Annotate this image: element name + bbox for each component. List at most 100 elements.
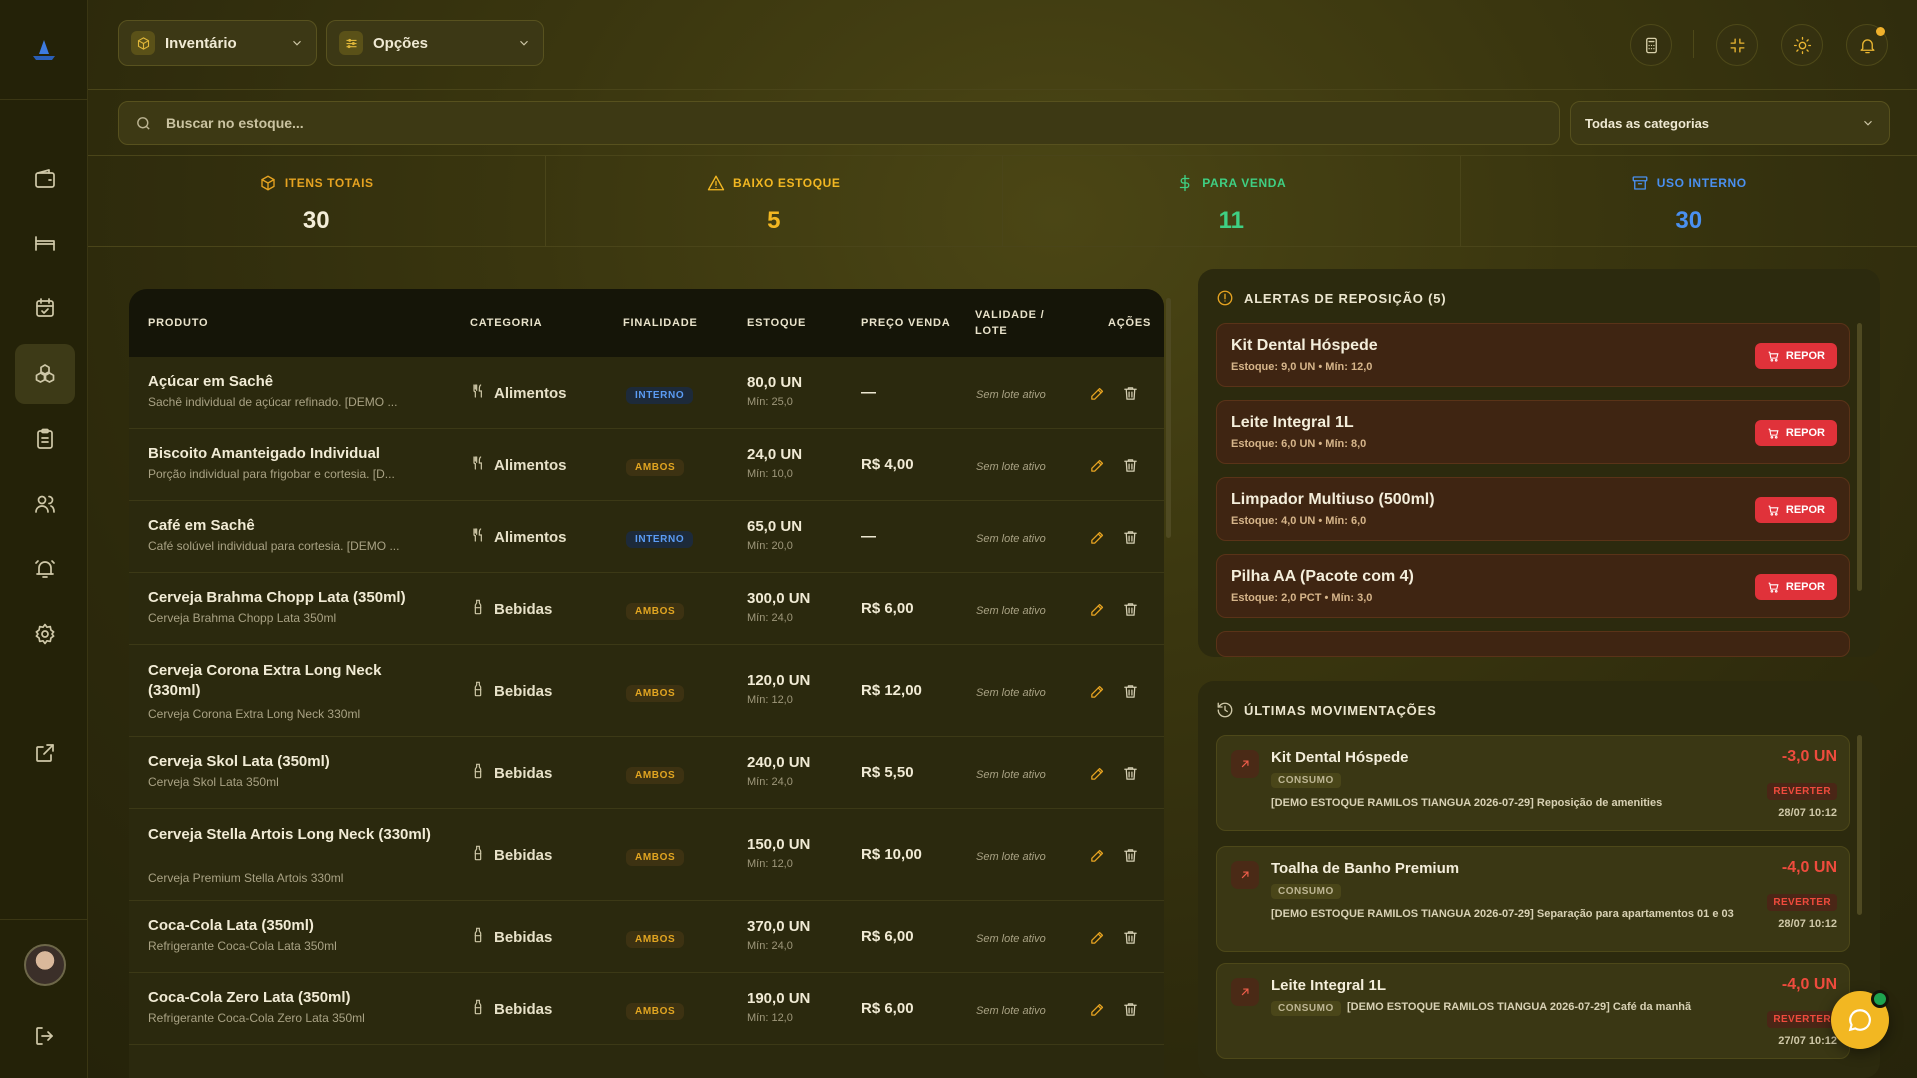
theme-toggle-button[interactable]	[1781, 24, 1823, 66]
delete-button[interactable]	[1120, 927, 1140, 947]
fullscreen-exit-button[interactable]	[1716, 24, 1758, 66]
header-categoria[interactable]: CATEGORIA	[470, 317, 543, 329]
stock-minimum: Mín: 10,0	[747, 468, 793, 480]
stat-label: PARA VENDA	[1202, 176, 1287, 190]
history-icon	[1217, 702, 1233, 718]
alerts-scrollbar[interactable]	[1857, 323, 1862, 591]
nav-external-link-icon[interactable]	[15, 723, 75, 783]
table-row[interactable]: Coca-Cola Lata (350ml) Refrigerante Coca-…	[129, 901, 1164, 973]
category-label: Bebidas	[494, 764, 553, 782]
delete-button[interactable]	[1120, 455, 1140, 475]
header-produto[interactable]: PRODUTO	[148, 317, 209, 329]
sale-price: R$ 12,00	[861, 682, 922, 699]
header-finalidade[interactable]: FINALIDADE	[623, 317, 698, 329]
restock-button[interactable]: REPOR	[1754, 497, 1837, 523]
delete-button[interactable]	[1120, 383, 1140, 403]
table-row[interactable]: Cerveja Skol Lata (350ml) Cerveja Skol La…	[129, 737, 1164, 809]
table-scrollbar[interactable]	[1166, 298, 1171, 538]
notifications-button[interactable]	[1846, 24, 1888, 66]
revert-button[interactable]: REVERTER	[1767, 1011, 1837, 1028]
stock-minimum: Mín: 20,0	[747, 540, 793, 552]
chat-icon	[1848, 1009, 1871, 1032]
nav-wallet-icon[interactable]	[15, 149, 75, 209]
restock-button[interactable]: REPOR	[1754, 343, 1837, 369]
cart-icon	[1768, 582, 1779, 593]
table-row[interactable]: Cerveja Corona Extra Long Neck (330ml) Ce…	[129, 645, 1164, 737]
movements-scrollbar[interactable]	[1857, 735, 1862, 915]
lot-status: Sem lote ativo	[976, 605, 1046, 617]
product-description: Refrigerante Coca-Cola Lata 350ml	[148, 939, 337, 953]
stock-quantity: 120,0 UN	[747, 672, 811, 689]
revert-button[interactable]: REVERTER	[1767, 783, 1837, 800]
table-row[interactable]: Biscoito Amanteigado Individual Porção in…	[129, 429, 1164, 501]
trash-icon	[1123, 530, 1137, 544]
table-row[interactable]: Café em Sachê Café solúvel individual par…	[129, 501, 1164, 573]
edit-button[interactable]	[1087, 999, 1107, 1019]
trash-icon	[1123, 386, 1137, 400]
edit-button[interactable]	[1087, 681, 1107, 701]
nav-logout-icon[interactable]	[15, 1006, 75, 1066]
table-row[interactable]: Cerveja Stella Artois Long Neck (330ml) C…	[129, 809, 1164, 901]
delete-button[interactable]	[1120, 599, 1140, 619]
stat-low-stock: BAIXO ESTOQUE 5	[546, 156, 1003, 246]
movement-type-badge: CONSUMO	[1271, 884, 1341, 899]
table-row[interactable]: Açúcar em Sachê Sachê individual de açúca…	[129, 357, 1164, 429]
avatar[interactable]	[24, 944, 66, 986]
nav-calendar-icon[interactable]	[15, 278, 75, 338]
box-icon	[131, 31, 155, 55]
stock-quantity: 80,0 UN	[747, 374, 803, 391]
edit-button[interactable]	[1087, 527, 1107, 547]
nav-inventory-icon[interactable]	[15, 344, 75, 404]
alert-product-name: Kit Dental Hóspede	[1231, 337, 1378, 354]
edit-button[interactable]	[1087, 455, 1107, 475]
calculator-button[interactable]	[1630, 24, 1672, 66]
movement-quantity: -4,0 UN	[1781, 859, 1837, 876]
box-icon	[261, 175, 275, 191]
alert-circle-icon	[1217, 290, 1233, 306]
edit-button[interactable]	[1087, 763, 1107, 783]
lot-status: Sem lote ativo	[976, 533, 1046, 545]
restock-button[interactable]: REPOR	[1754, 420, 1837, 446]
restock-label: REPOR	[1785, 350, 1825, 362]
revert-button[interactable]: REVERTER	[1767, 894, 1837, 911]
nav-clipboard-icon[interactable]	[15, 409, 75, 469]
category-cell: Bebidas	[470, 599, 552, 619]
logo-icon[interactable]	[30, 38, 58, 62]
table-row[interactable]: Cerveja Brahma Chopp Lata (350ml) Cerveja…	[129, 573, 1164, 645]
edit-button[interactable]	[1087, 383, 1107, 403]
sale-price: R$ 6,00	[861, 1000, 914, 1017]
header-preco[interactable]: PREÇO VENDA	[861, 317, 951, 329]
search-input[interactable]	[166, 115, 1543, 131]
product-description: Café solúvel individual para cortesia. […	[148, 539, 400, 553]
category-cell: Bebidas	[470, 681, 552, 701]
product-name: Cerveja Corona Extra Long Neck (330ml)	[148, 662, 382, 699]
sidebar	[0, 0, 88, 1078]
delete-button[interactable]	[1120, 763, 1140, 783]
nav-alarm-icon[interactable]	[15, 539, 75, 599]
bottle-icon	[470, 763, 486, 783]
module-dropdown[interactable]: Inventário	[118, 20, 317, 66]
nav-users-icon[interactable]	[15, 474, 75, 534]
bottle-icon	[470, 681, 486, 701]
edit-button[interactable]	[1087, 599, 1107, 619]
delete-button[interactable]	[1120, 681, 1140, 701]
edit-button[interactable]	[1087, 927, 1107, 947]
movement-product-name: Toalha de Banho Premium	[1271, 860, 1460, 877]
header-validade[interactable]: VALIDADE / LOTE	[975, 309, 1045, 337]
nav-settings-icon[interactable]	[15, 604, 75, 664]
edit-button[interactable]	[1087, 845, 1107, 865]
category-filter-select[interactable]: Todas as categorias	[1570, 101, 1890, 145]
table-row[interactable]: Coca-Cola Zero Lata (350ml) Refrigerante …	[129, 973, 1164, 1045]
nav-bed-icon[interactable]	[15, 213, 75, 273]
product-name: Cerveja Stella Artois Long Neck (330ml)	[148, 826, 431, 843]
warning-icon	[707, 175, 725, 191]
cart-icon	[1768, 351, 1779, 362]
alerts-title: ALERTAS DE REPOSIÇÃO (5)	[1244, 290, 1447, 306]
header-estoque[interactable]: ESTOQUE	[747, 317, 807, 329]
delete-button[interactable]	[1120, 527, 1140, 547]
stats-bar: ITENS TOTAIS 30 BAIXO ESTOQUE 5 PARA VEN…	[88, 155, 1917, 247]
delete-button[interactable]	[1120, 845, 1140, 865]
options-dropdown[interactable]: Opções	[326, 20, 544, 66]
delete-button[interactable]	[1120, 999, 1140, 1019]
restock-button[interactable]: REPOR	[1754, 574, 1837, 600]
